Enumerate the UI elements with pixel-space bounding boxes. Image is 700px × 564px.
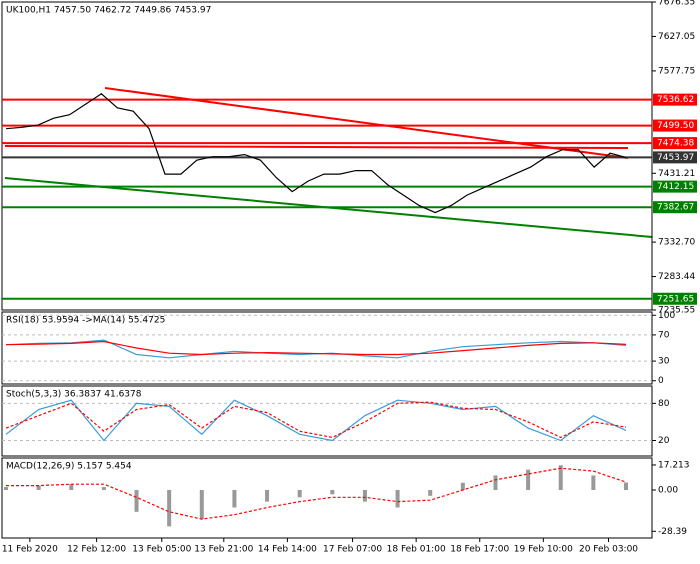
x-tick-label: 13 Feb 21:00	[194, 545, 253, 555]
panel-frame	[1, 311, 653, 385]
histogram-bar	[428, 490, 433, 496]
x-tick-label: 11 Feb 2020	[2, 545, 58, 555]
histogram-bar	[395, 490, 400, 508]
y-tick-label: 70	[658, 330, 670, 340]
histogram-bar	[624, 482, 628, 490]
level-label: 7251.65	[657, 294, 694, 304]
level-label: 7453.97	[657, 153, 694, 163]
level-tag	[653, 137, 697, 150]
y-tick-label: 7283.44	[658, 272, 695, 282]
histogram-bar	[36, 485, 41, 490]
panel-title: UK100,H1 7457.50 7462.72 7449.86 7453.97	[6, 6, 211, 16]
level-tag	[653, 180, 697, 193]
level-tag	[653, 201, 697, 214]
panel-title: Stoch(5,3,3) 36.3837 41.6378	[6, 390, 142, 400]
panel-title: RSI(18) 53.9594 ->MA(14) 55.4725	[6, 316, 165, 326]
series-line	[5, 401, 627, 439]
x-tick-label: 18 Feb 01:00	[387, 545, 446, 555]
histogram-bar	[460, 482, 465, 490]
x-tick-label: 14 Feb 14:00	[258, 545, 317, 555]
series-line	[5, 399, 627, 442]
y-tick-label: 7431.21	[658, 169, 695, 179]
histogram-bar	[4, 487, 8, 490]
y-tick-label: 80	[658, 399, 670, 409]
histogram-bar	[134, 490, 139, 512]
panel-frame	[1, 385, 653, 457]
level-label: 7536.62	[657, 95, 694, 105]
histogram-bar	[297, 490, 302, 498]
series-line	[5, 93, 627, 214]
x-tick-label: 18 Feb 17:00	[450, 545, 509, 555]
level-tag	[653, 292, 697, 305]
y-tick-label: 7627.05	[658, 32, 695, 42]
level-tag	[653, 151, 697, 164]
panel-title: MACD(12,26,9) 5.157 5.454	[6, 462, 132, 472]
level-tag	[653, 119, 697, 132]
histogram-bar	[167, 490, 172, 527]
y-tick-label: 0	[658, 376, 664, 386]
histogram-bar	[101, 487, 106, 490]
level-label: 7412.15	[657, 182, 694, 192]
histogram-bar	[558, 465, 563, 490]
histogram-bar	[493, 475, 498, 490]
y-tick-label: 100	[658, 311, 675, 321]
histogram-bar	[69, 484, 74, 490]
histogram-bar	[199, 490, 204, 520]
x-tick-label: 17 Feb 07:00	[323, 545, 382, 555]
x-tick-label: 13 Feb 05:00	[132, 545, 191, 555]
level-label: 7499.50	[657, 121, 694, 131]
x-tick-label: 12 Feb 12:00	[67, 545, 126, 555]
y-tick-label: 0.00	[658, 486, 678, 496]
histogram-bar	[591, 475, 596, 490]
y-tick-label: 30	[658, 357, 670, 367]
histogram-bar	[362, 490, 367, 502]
y-tick-label: 20	[658, 436, 670, 446]
y-tick-label: 7235.55	[658, 306, 695, 316]
level-tag	[653, 93, 697, 106]
y-tick-label: 17.213	[658, 460, 690, 470]
panel-frame	[1, 457, 653, 539]
x-tick-label: 20 Feb 03:00	[579, 545, 638, 555]
series-line	[5, 340, 627, 356]
trend-line	[4, 145, 629, 149]
y-tick-label: -28.39	[658, 527, 687, 537]
panel-frame	[1, 1, 653, 311]
histogram-bar	[232, 490, 237, 508]
y-tick-label: 7332.70	[658, 238, 695, 248]
level-label: 7474.38	[657, 139, 694, 149]
histogram-bar	[265, 490, 270, 502]
histogram-bar	[330, 490, 335, 495]
x-tick-label: 19 Feb 10:00	[514, 545, 573, 555]
y-tick-label: 7577.75	[658, 66, 695, 76]
histogram-bar	[526, 469, 531, 490]
y-tick-label: 7676.35	[658, 0, 695, 8]
level-label: 7382.67	[657, 203, 694, 213]
